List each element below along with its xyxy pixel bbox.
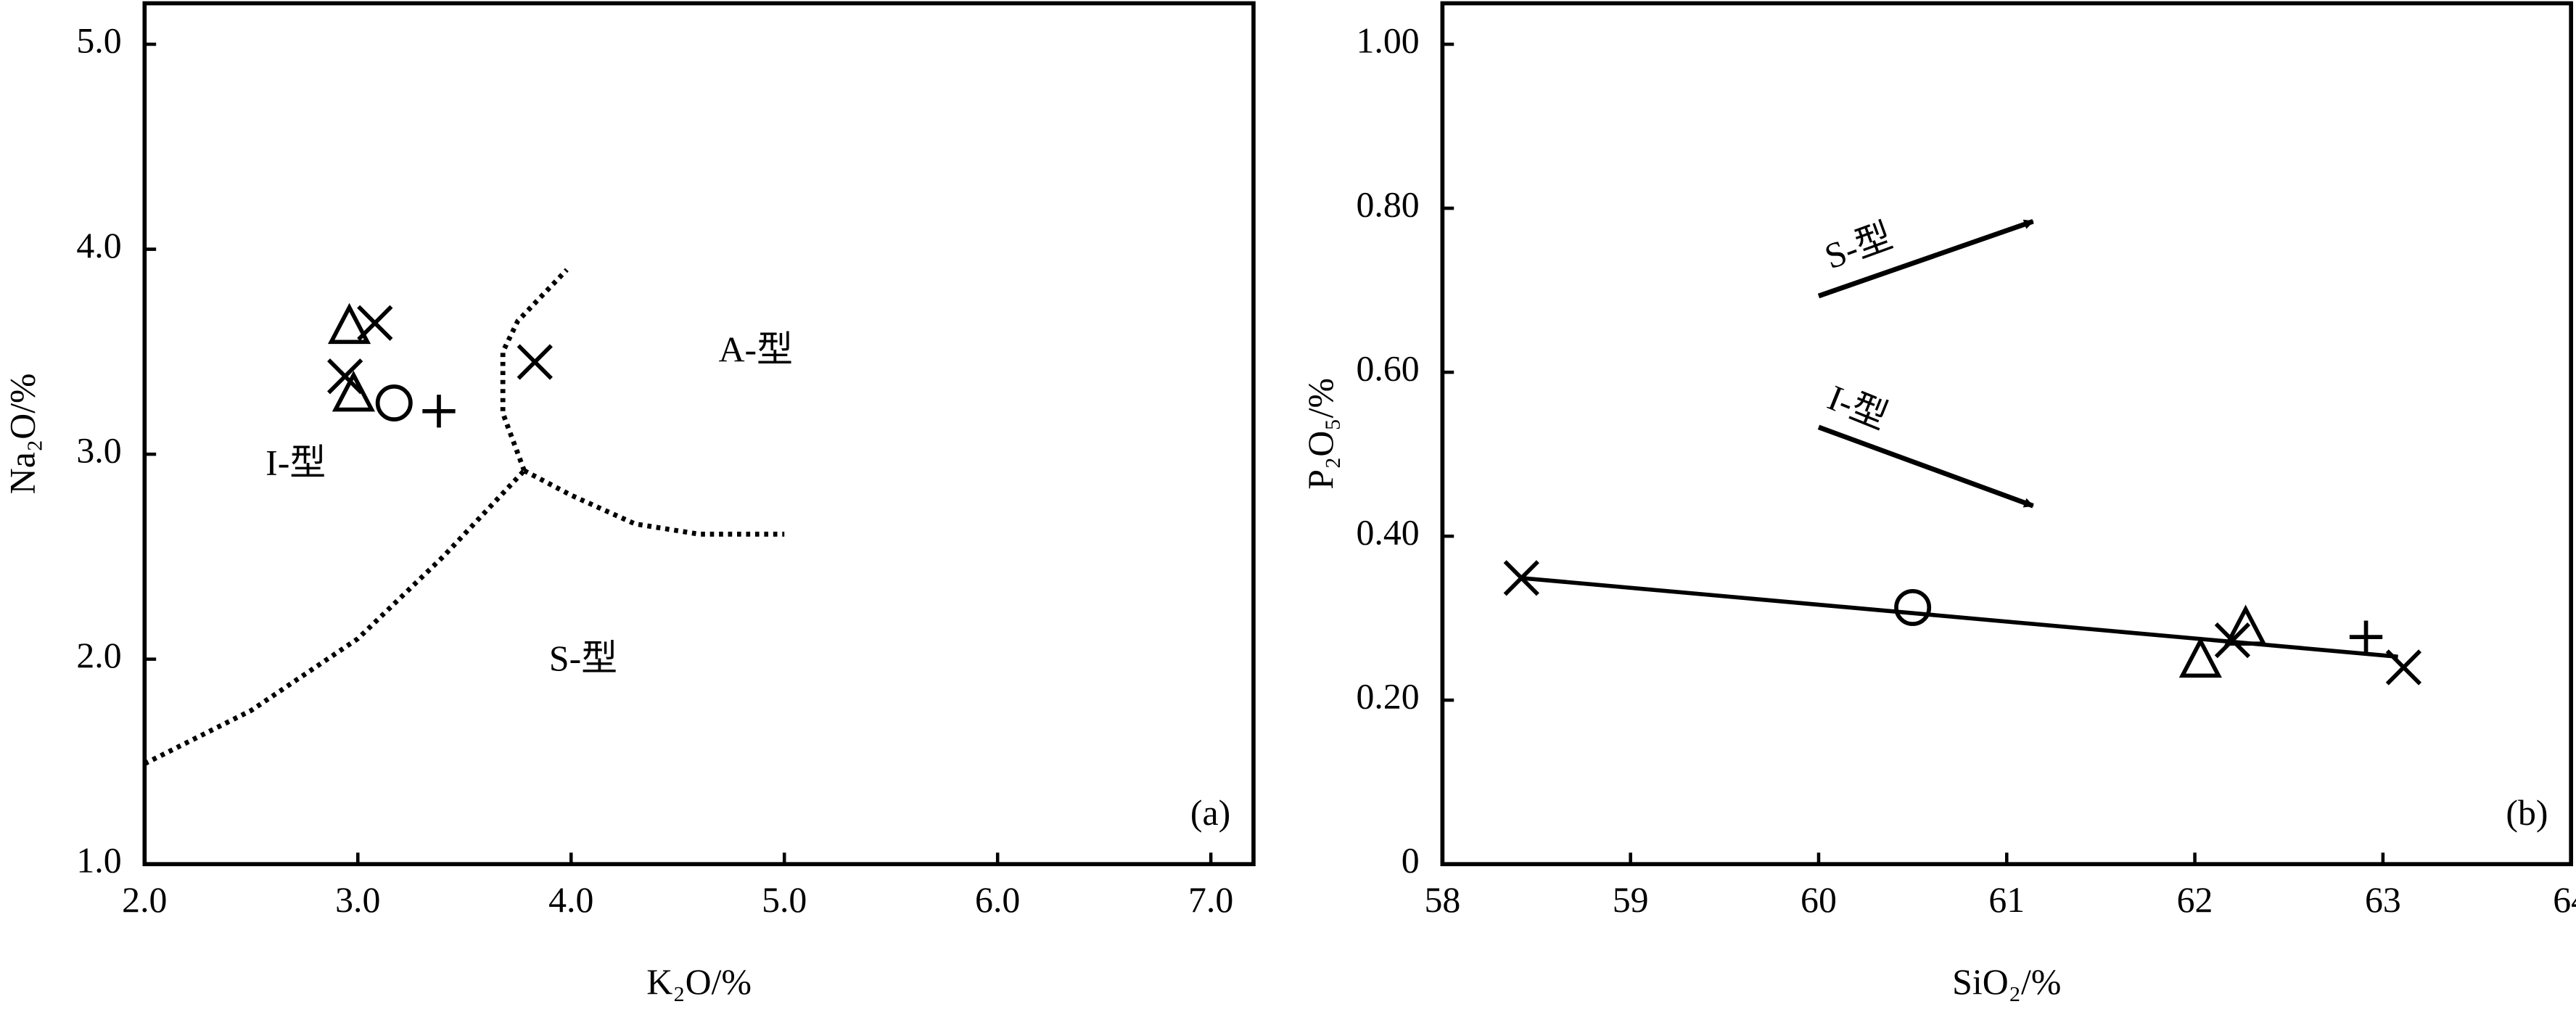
y-tick-label: 0 bbox=[1402, 841, 1420, 881]
triangle-marker bbox=[332, 370, 376, 412]
x-marker bbox=[517, 344, 553, 380]
x-axis-label: SiO₂/% bbox=[1952, 962, 2061, 1002]
y-tick-label: 5.0 bbox=[76, 20, 121, 60]
y-axis-label: Na₂O/% bbox=[3, 373, 43, 494]
x-tick-label: 7.0 bbox=[1188, 880, 1233, 920]
x-marker bbox=[327, 358, 363, 395]
y-tick-label: 1.0 bbox=[76, 841, 121, 881]
x-tick-label: 59 bbox=[1613, 880, 1649, 920]
y-tick-label: 2.0 bbox=[76, 635, 121, 675]
x-tick-label: 6.0 bbox=[975, 880, 1020, 920]
y-axis-label: P₂O₅/% bbox=[1301, 378, 1341, 490]
plot-frame bbox=[142, 1, 1256, 867]
boundary-line bbox=[143, 469, 527, 766]
circle-marker bbox=[1894, 588, 1932, 626]
x-tick-label: 64 bbox=[2553, 880, 2576, 920]
boundary-line bbox=[500, 268, 569, 472]
plus-marker bbox=[422, 395, 456, 428]
y-tick-label: 4.0 bbox=[76, 226, 121, 266]
region-label: A-型 bbox=[719, 329, 793, 369]
x-tick-label: 60 bbox=[1801, 880, 1837, 920]
boundary-line bbox=[523, 468, 785, 537]
x-tick-label: 4.0 bbox=[548, 880, 593, 920]
x-marker bbox=[2385, 649, 2422, 686]
region-label: S-型 bbox=[1819, 216, 1897, 277]
y-tick-label: 1.00 bbox=[1356, 20, 1419, 60]
y-tick-label: 0.40 bbox=[1356, 513, 1419, 553]
region-label: S-型 bbox=[549, 638, 617, 678]
triangle-marker bbox=[327, 303, 371, 345]
region-label: I-型 bbox=[1822, 377, 1893, 437]
y-tick-label: 0.20 bbox=[1356, 677, 1419, 717]
x-axis-label: K₂O/% bbox=[646, 962, 752, 1002]
x-marker bbox=[357, 305, 393, 341]
y-tick-label: 3.0 bbox=[76, 431, 121, 471]
trend-arrow bbox=[1817, 218, 2034, 299]
x-marker bbox=[2214, 622, 2251, 659]
triangle-marker bbox=[2178, 636, 2222, 678]
x-tick-label: 62 bbox=[2177, 880, 2213, 920]
triangle-marker bbox=[2223, 604, 2268, 646]
region-label: I-型 bbox=[266, 443, 326, 483]
plot-frame bbox=[1440, 1, 2573, 867]
x-tick-label: 61 bbox=[1988, 880, 2025, 920]
panel-label: (a) bbox=[1190, 793, 1230, 833]
trend-arrow bbox=[1817, 424, 2034, 509]
circle-marker bbox=[375, 384, 413, 421]
x-tick-label: 3.0 bbox=[335, 880, 380, 920]
y-tick-label: 0.60 bbox=[1356, 349, 1419, 389]
x-tick-label: 5.0 bbox=[762, 880, 807, 920]
panel-label: (b) bbox=[2506, 793, 2548, 833]
y-tick-label: 0.80 bbox=[1356, 185, 1419, 225]
x-tick-label: 2.0 bbox=[122, 880, 167, 920]
x-tick-label: 58 bbox=[1424, 880, 1460, 920]
x-tick-label: 63 bbox=[2365, 880, 2401, 920]
x-marker bbox=[1503, 560, 1539, 596]
plus-marker bbox=[2349, 620, 2383, 654]
